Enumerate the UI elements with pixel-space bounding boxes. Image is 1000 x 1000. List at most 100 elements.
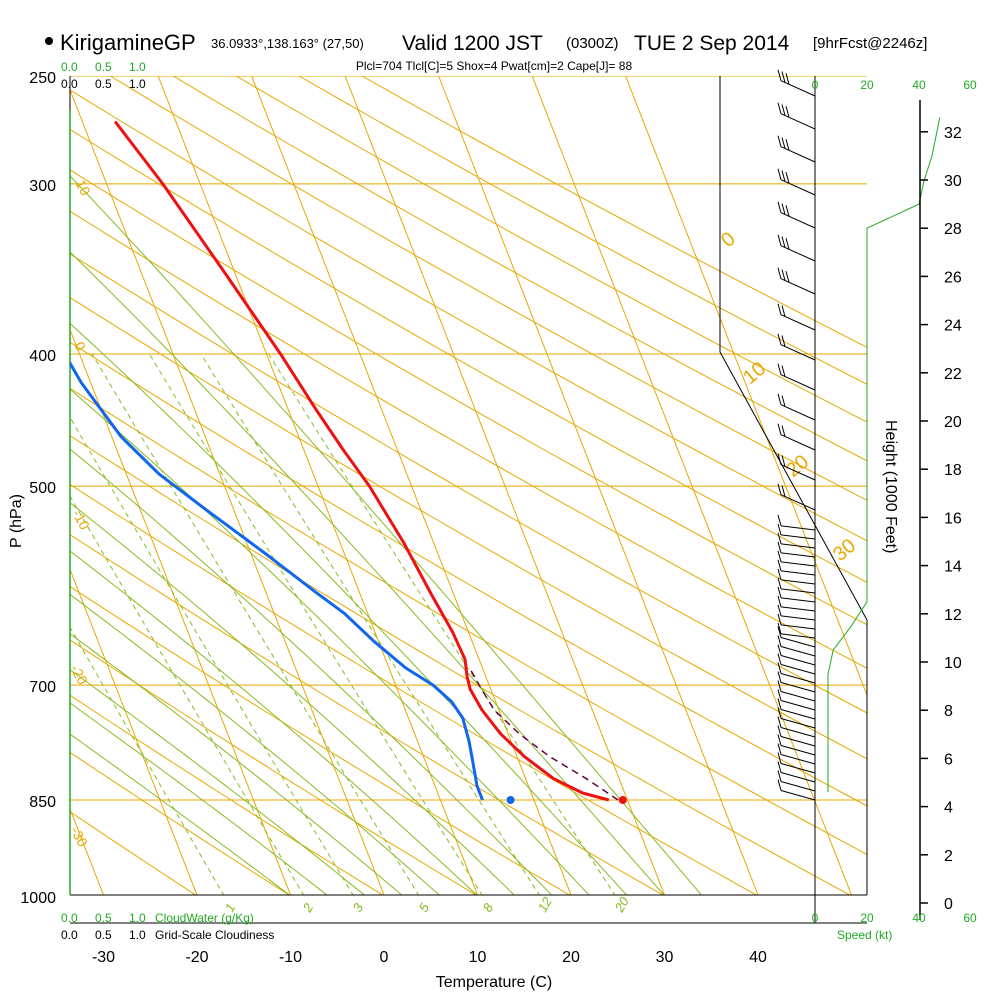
wind-barb-staff [780, 374, 816, 391]
wind-barb-staff [780, 494, 816, 511]
wind-barb-staff [780, 780, 816, 792]
wind-barb-staff [780, 278, 816, 295]
speed-bottom-tick-3: 60 [963, 911, 977, 925]
station-name: KirigamineGP [60, 30, 196, 55]
valid-zulu: (0300Z) [566, 35, 619, 52]
wind-barb-29 [777, 644, 816, 666]
wind-barb-36 [777, 707, 816, 729]
wind-barb-feather [781, 236, 786, 248]
wind-barb-staff [780, 633, 816, 639]
wind-barb-18 [777, 550, 816, 567]
pressure-tick-700: 700 [29, 679, 56, 696]
wind-barb-feather [785, 238, 790, 250]
background-lines [70, 76, 867, 895]
wind-barb-feather [777, 393, 782, 405]
wind-barb-feather [777, 734, 782, 746]
wind-barb-feather [777, 761, 782, 773]
sounding-series [70, 120, 627, 804]
dry-adiabat-100 [70, 210, 867, 669]
isotherm-label-left-4: -30 [67, 824, 91, 850]
temperature-tick-30: 30 [656, 949, 674, 966]
wind-barb-staff [780, 597, 816, 603]
wind-barb-feather [777, 626, 782, 638]
wind-barb-staff [780, 606, 816, 612]
speed-bottom-tick-0: 0 [812, 911, 819, 925]
dry-adiabat--10 [70, 751, 291, 895]
wind-barb-feather [777, 680, 782, 692]
wind-barb-feather [777, 483, 782, 495]
dry-adiabat-180 [360, 76, 867, 348]
wind-barb-staff [780, 525, 816, 531]
wind-barb-24 [777, 604, 816, 621]
isotherm-label-left-3: -20 [67, 662, 91, 688]
wind-barb-12 [777, 453, 816, 481]
wind-barb-feather [781, 137, 786, 149]
wind-barb-staff [780, 771, 816, 783]
y-axis-label: P (hPa) [8, 494, 25, 548]
mixing-ratio-line-2 [70, 495, 305, 895]
moist-adiabat-34 [70, 175, 703, 895]
wind-barb-feather [785, 139, 790, 151]
wind-barb-feather [777, 622, 782, 635]
wind-barb-feather [777, 102, 782, 114]
wind-barb-feather [777, 725, 782, 737]
wind-barb-feather [777, 168, 782, 180]
wind-speed-line [827, 117, 941, 793]
wind-barb-staff [780, 314, 816, 331]
speed-top-tick-2: 40 [912, 78, 926, 92]
wind-barb-feather [777, 743, 782, 755]
wind-barb-19 [777, 559, 816, 576]
wind-barb-16 [777, 532, 816, 549]
wind-barb-staff [780, 690, 816, 702]
dry-adiabat-110 [70, 169, 867, 626]
isotherm-label-right-3: 30 [829, 535, 860, 566]
wind-barb-32 [777, 671, 816, 693]
top-scale-black-0: 0.0 [61, 77, 78, 91]
bottom-scale-green-2: 1.0 [129, 911, 146, 925]
wind-barb-staff [780, 744, 816, 756]
wind-barb-27 [777, 626, 816, 648]
moist-adiabat-18 [70, 448, 553, 895]
wind-barb-feather [777, 595, 782, 608]
wind-barb-25 [777, 613, 816, 630]
wind-barb-feather [781, 71, 786, 83]
temperature-tick-0: 0 [380, 949, 389, 966]
wind-barb-staff [780, 624, 816, 630]
pressure-tick-400: 400 [29, 348, 56, 365]
height-tick-30: 30 [944, 173, 962, 190]
wind-barb-staff [780, 636, 816, 648]
wind-barb-staff [780, 615, 816, 621]
moist-adiabat-2 [70, 633, 403, 895]
wind-speed-profile [827, 117, 941, 793]
mixing-ratio-label-2: 2 [299, 900, 316, 915]
wind-barb-staff [780, 146, 816, 163]
wind-barb-42 [777, 761, 816, 783]
wind-barb-feather [777, 135, 782, 147]
wind-barb-33 [777, 680, 816, 702]
wind-barb-2 [777, 135, 816, 163]
wind-barb-staff [780, 672, 816, 684]
temperature-axis-ticks: -30 -20 -10 0 10 20 30 40 [92, 949, 767, 966]
wind-barb-feather [781, 365, 786, 377]
wind-barb-20 [777, 568, 816, 585]
bottom-scale-green-0: 0.0 [61, 911, 78, 925]
wind-barb-staff [780, 404, 816, 421]
wind-barb-11 [777, 423, 816, 451]
wind-barb-6 [777, 267, 816, 295]
wind-barb-feather [781, 425, 786, 437]
wind-barb-feather [777, 423, 782, 435]
wind-barb-23 [777, 595, 816, 612]
dry-adiabat-140 [109, 76, 867, 501]
dry-adiabat-80 [70, 296, 867, 760]
wind-barb-39 [777, 734, 816, 756]
isotherm-label-left-2: -10 [69, 507, 93, 533]
wind-barb-0 [777, 69, 816, 97]
isotherm-0 [70, 88, 385, 895]
series-parcel-line [468, 667, 619, 801]
wind-barb-staff [780, 753, 816, 765]
height-tick-16: 16 [944, 510, 962, 527]
sounding-indices: Plcl=704 Tlcl[C]=5 Shox=4 Pwat[cm]=2 Cap… [356, 59, 633, 73]
wind-barb-staff [780, 681, 816, 693]
wind-barb-34 [777, 689, 816, 711]
mixing-ratio-label-12: 12 [535, 894, 556, 915]
